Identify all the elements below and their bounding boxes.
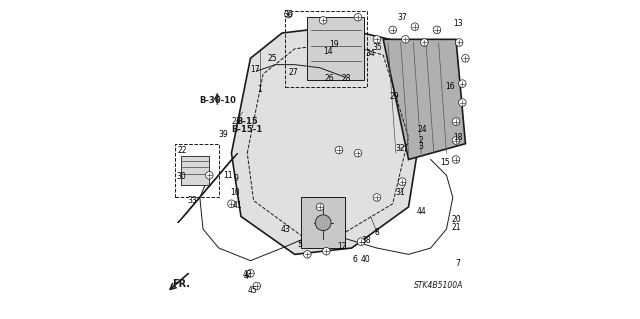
Text: 27: 27	[288, 68, 298, 77]
Text: 18: 18	[453, 133, 462, 142]
Text: 39: 39	[219, 130, 228, 139]
Text: 7: 7	[455, 259, 460, 268]
Circle shape	[452, 137, 460, 144]
Text: 1: 1	[257, 85, 262, 94]
Text: 16: 16	[445, 82, 454, 91]
Text: 38: 38	[361, 236, 371, 245]
Text: 19: 19	[330, 40, 339, 48]
Circle shape	[452, 156, 460, 163]
Text: 30: 30	[176, 172, 186, 182]
Text: 2: 2	[419, 136, 424, 145]
Text: 29: 29	[390, 92, 399, 101]
Text: 6: 6	[353, 255, 357, 263]
Text: 12: 12	[337, 242, 347, 251]
Text: 32: 32	[396, 144, 406, 153]
Text: 35: 35	[372, 43, 382, 52]
Text: 23: 23	[232, 117, 241, 126]
Circle shape	[389, 26, 397, 33]
Circle shape	[253, 282, 260, 290]
Text: B-36-10: B-36-10	[199, 97, 236, 106]
Circle shape	[411, 23, 419, 31]
Text: 10: 10	[230, 188, 239, 197]
Text: 22: 22	[178, 145, 187, 154]
Circle shape	[285, 10, 292, 18]
Text: 34: 34	[365, 49, 376, 58]
Circle shape	[228, 200, 236, 208]
Text: 9: 9	[234, 174, 239, 183]
Circle shape	[455, 39, 463, 46]
Circle shape	[433, 26, 441, 33]
Circle shape	[319, 17, 327, 24]
Text: 15: 15	[440, 158, 450, 167]
Text: 26: 26	[324, 74, 334, 83]
Text: 25: 25	[268, 54, 277, 63]
Text: 20: 20	[451, 215, 461, 224]
Text: 40: 40	[361, 255, 371, 263]
Circle shape	[452, 118, 460, 125]
Text: B-15-1: B-15-1	[231, 125, 262, 134]
Text: 45: 45	[247, 286, 257, 295]
Text: STK4B5100A: STK4B5100A	[414, 281, 463, 291]
Circle shape	[373, 35, 381, 43]
Polygon shape	[301, 197, 346, 248]
Circle shape	[303, 250, 311, 258]
Text: FR.: FR.	[173, 279, 191, 289]
Text: 41: 41	[233, 201, 243, 210]
Circle shape	[354, 13, 362, 21]
Text: 33: 33	[187, 196, 197, 205]
Text: 17: 17	[250, 65, 260, 74]
Text: 43: 43	[280, 225, 290, 234]
Circle shape	[373, 194, 381, 201]
Text: 24: 24	[418, 125, 428, 134]
Circle shape	[401, 35, 409, 43]
Circle shape	[246, 270, 254, 277]
Text: 14: 14	[323, 48, 333, 56]
Text: B-15: B-15	[236, 117, 257, 126]
Text: 21: 21	[451, 223, 461, 232]
Text: 36: 36	[284, 10, 293, 19]
Text: 28: 28	[341, 74, 351, 83]
Polygon shape	[383, 39, 465, 160]
Text: 42: 42	[243, 271, 252, 279]
Text: 5: 5	[297, 241, 302, 249]
Polygon shape	[178, 153, 238, 223]
Circle shape	[323, 248, 330, 255]
Circle shape	[399, 178, 406, 185]
Circle shape	[420, 39, 428, 46]
Text: 4: 4	[243, 272, 248, 281]
Text: 44: 44	[416, 207, 426, 216]
Circle shape	[357, 238, 365, 246]
Text: 37: 37	[397, 13, 407, 22]
Text: 8: 8	[374, 228, 380, 237]
FancyBboxPatch shape	[181, 156, 209, 185]
Text: 3: 3	[419, 142, 424, 151]
Text: 11: 11	[223, 171, 233, 180]
Circle shape	[354, 149, 362, 157]
Circle shape	[458, 80, 466, 87]
Circle shape	[461, 55, 469, 62]
Circle shape	[316, 215, 331, 231]
Circle shape	[458, 99, 466, 106]
Circle shape	[335, 146, 343, 154]
Text: 13: 13	[452, 19, 462, 28]
Text: 31: 31	[396, 188, 406, 197]
Polygon shape	[307, 17, 364, 80]
Polygon shape	[232, 27, 421, 254]
Circle shape	[205, 172, 213, 179]
Circle shape	[316, 203, 324, 211]
